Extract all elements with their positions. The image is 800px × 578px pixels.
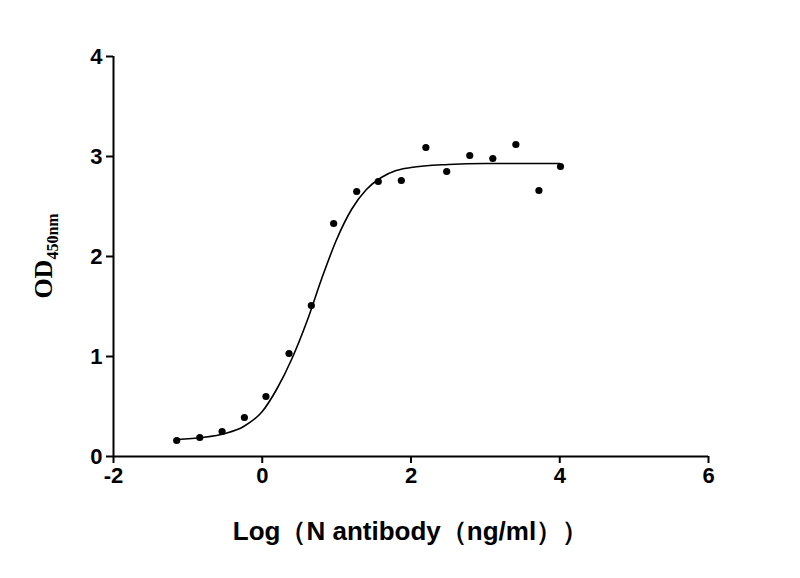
svg-text:-2: -2 [104, 463, 124, 488]
svg-text:0: 0 [256, 463, 268, 488]
svg-text:1: 1 [90, 344, 102, 369]
svg-text:4: 4 [554, 463, 567, 488]
svg-text:2: 2 [405, 463, 417, 488]
svg-text:Log（N antibody（ng/ml））: Log（N antibody（ng/ml）） [233, 516, 588, 546]
svg-text:6: 6 [702, 463, 714, 488]
svg-text:2: 2 [90, 244, 102, 269]
svg-text:3: 3 [90, 144, 102, 169]
svg-text:4: 4 [90, 44, 103, 69]
svg-text:OD450nm: OD450nm [29, 213, 61, 299]
svg-text:0: 0 [90, 444, 102, 469]
